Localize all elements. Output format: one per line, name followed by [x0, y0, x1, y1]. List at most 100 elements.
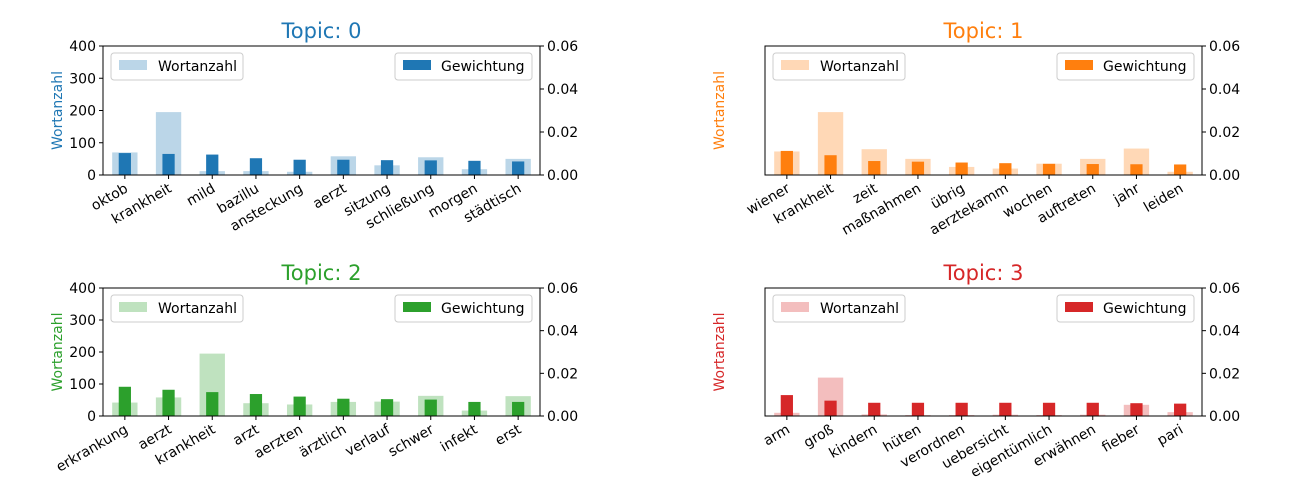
legend-label: Gewichtung: [441, 301, 525, 317]
right-tick-label: 0.00: [1209, 409, 1240, 425]
left-tick-label: 0: [87, 168, 96, 184]
left-tick-label: 100: [69, 136, 96, 152]
bar-gewichtung-übrig: [955, 162, 968, 175]
legend-swatch: [119, 302, 147, 312]
right-tick-label: 0.04: [1209, 324, 1240, 340]
x-tick-label-pari: pari: [1155, 422, 1186, 449]
x-tick-label-infekt: infekt: [438, 421, 481, 455]
left-tick-label: 300: [69, 71, 96, 87]
bar-gewichtung-verordnen: [955, 402, 968, 416]
chart-panel-2: 0 100 200 300 400 0.00 0.02 0.04 0.06 erkrankung a…: [50, 261, 578, 475]
bar-gewichtung-leiden: [1174, 164, 1187, 175]
bar-gewichtung-aerzten: [293, 396, 306, 416]
left-tick-label: 100: [69, 377, 96, 393]
right-tick-label: 0.00: [1209, 168, 1240, 184]
y-axis-label: Wortanzahl: [50, 71, 66, 150]
bar-gewichtung-erst: [512, 401, 525, 416]
legend-box: [394, 52, 533, 81]
x-tick-label-fieber: fieber: [1099, 421, 1142, 455]
x-tick-label-ärztlich: ärztlich: [297, 422, 350, 462]
bar-gewichtung-hüten: [911, 402, 925, 416]
right-tick-label: 0.06: [547, 281, 578, 297]
bar-gewichtung-kindern: [868, 402, 881, 416]
bar-gewichtung-zeit: [868, 161, 881, 175]
x-tick-label-mild: mild: [184, 181, 218, 210]
bar-gewichtung-bazillu: [249, 158, 263, 175]
legend-swatch: [403, 302, 431, 312]
chart-title: Topic: 1: [943, 19, 1024, 43]
bar-gewichtung-erwähnen: [1086, 402, 1099, 416]
bar-gewichtung-erkrankung: [118, 386, 131, 416]
right-tick-label: 0.06: [547, 39, 578, 55]
bar-gewichtung-arzt: [249, 394, 263, 416]
x-tick-label-verlauf: verlauf: [343, 421, 394, 460]
legend-label: Gewichtung: [441, 59, 525, 75]
right-tick-label: 0.04: [1209, 82, 1240, 98]
bar-gewichtung-städtisch: [512, 161, 525, 175]
right-tick-label: 0.06: [1209, 39, 1240, 55]
legend-gewichtung: Gewichtung: [394, 294, 533, 323]
x-tick-label-jahr: jahr: [1110, 180, 1143, 208]
x-tick-label-erkrankung: erkrankung: [54, 422, 131, 476]
bar-gewichtung-arm: [780, 395, 793, 416]
right-tick-label: 0.04: [547, 82, 578, 98]
left-tick-label: 0: [87, 409, 96, 425]
legend-swatch: [781, 60, 809, 70]
bar-gewichtung-uebersicht: [999, 402, 1012, 416]
bar-gewichtung-infekt: [468, 401, 481, 416]
x-tick-label-aerzten: aerzten: [252, 422, 306, 462]
chart-title: Topic: 0: [281, 19, 362, 43]
left-tick-label: 300: [69, 313, 96, 329]
bar-gewichtung-wiener: [780, 150, 793, 175]
right-tick-label: 0.02: [547, 125, 578, 141]
bar-gewichtung-schwer: [424, 399, 437, 416]
bar-gewichtung-aerzt: [337, 159, 350, 175]
chart-panel-0: 01002003004000.000.020.040.06oktobkrankh…: [50, 19, 578, 235]
legend-label: Wortanzahl: [158, 59, 237, 75]
bar-gewichtung-ansteckung: [293, 159, 306, 175]
bar-gewichtung-mild: [206, 154, 219, 175]
x-tick-label-kindern: kindern: [827, 422, 881, 462]
right-tick-label: 0.02: [1209, 366, 1240, 382]
bar-gewichtung-verlauf: [380, 399, 394, 416]
legend-label: Gewichtung: [1103, 59, 1187, 75]
bar-gewichtung-morgen: [468, 160, 481, 175]
bar-gewichtung-jahr: [1130, 164, 1143, 175]
x-tick-label-arm: arm: [761, 422, 793, 450]
legend-gewichtung: Gewichtung: [1056, 52, 1195, 81]
bar-gewichtung-groß: [824, 400, 837, 416]
legend-swatch: [403, 60, 431, 70]
legend-box: [394, 294, 533, 323]
legend-box: [1056, 294, 1195, 323]
right-tick-label: 0.00: [547, 168, 578, 184]
left-tick-label: 200: [69, 104, 96, 120]
legend-wortanzahl: Wortanzahl: [110, 294, 244, 323]
bar-gewichtung-aerztekamm: [999, 163, 1012, 175]
left-tick-label: 200: [69, 345, 96, 361]
legend-gewichtung: Gewichtung: [1056, 294, 1195, 323]
legend-box: [772, 294, 906, 323]
legend-swatch: [1065, 302, 1093, 312]
x-tick-label-maßnahmen: maßnahmen: [839, 181, 924, 239]
bar-gewichtung-aerzt: [162, 389, 175, 416]
bar-gewichtung-fieber: [1130, 403, 1143, 416]
legend-label: Gewichtung: [1103, 301, 1187, 317]
bar-gewichtung-pari: [1174, 403, 1187, 416]
x-tick-label-erst: erst: [493, 421, 525, 449]
legend-wortanzahl: Wortanzahl: [772, 294, 906, 323]
right-tick-label: 0.02: [547, 366, 578, 382]
right-tick-label: 0.06: [1209, 281, 1240, 297]
right-tick-label: 0.04: [547, 324, 578, 340]
bar-gewichtung-maßnahmen: [911, 161, 925, 175]
bar-gewichtung-krankheit: [206, 392, 219, 416]
plot-frame: [764, 45, 1203, 176]
legend-label: Wortanzahl: [820, 59, 899, 75]
legend-swatch: [781, 302, 809, 312]
legend-box: [1056, 52, 1195, 81]
legend-gewichtung: Gewichtung: [394, 52, 533, 81]
y-axis-label: Wortanzahl: [712, 313, 728, 392]
left-tick-label: 400: [69, 281, 96, 297]
